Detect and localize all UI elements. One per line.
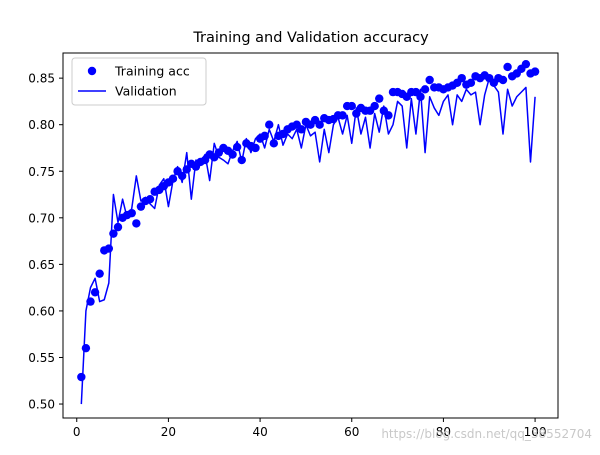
y-tick-label: 0.70	[28, 211, 55, 225]
training-acc-point	[200, 155, 210, 165]
training-acc-point	[182, 165, 191, 174]
training-acc-point	[90, 288, 100, 297]
training-acc-point	[425, 75, 434, 85]
training-acc-point	[77, 372, 86, 382]
y-tick-label: 0.80	[28, 118, 55, 132]
training-acc-point	[95, 269, 104, 278]
legend: Training acc Validation	[71, 57, 207, 106]
x-tick-label: 60	[344, 425, 359, 439]
training-acc-point	[136, 202, 146, 211]
training-acc-point	[420, 85, 430, 94]
y-tick-label: 0.50	[28, 398, 55, 412]
training-acc-point	[338, 111, 347, 120]
training-acc-point	[104, 244, 114, 253]
training-acc-point	[315, 120, 324, 129]
training-acc-point	[370, 101, 379, 111]
y-tick-label: 0.55	[28, 351, 55, 365]
training-acc-point	[251, 143, 260, 153]
training-acc-point	[347, 101, 356, 111]
training-acc-point	[109, 229, 118, 238]
training-acc-point	[265, 120, 274, 129]
chart-title: Training and Validation accuracy	[192, 30, 429, 46]
training-acc-point	[86, 297, 95, 306]
training-acc-point	[228, 150, 237, 159]
y-tick-label: 0.65	[28, 258, 55, 272]
x-tick-label: 20	[161, 425, 176, 439]
legend-label-training: Training acc	[114, 64, 190, 79]
training-acc-point	[168, 174, 178, 183]
training-acc-point	[113, 222, 123, 232]
training-acc-point	[232, 142, 242, 152]
training-acc-point	[260, 131, 269, 141]
training-acc-point	[237, 155, 246, 165]
training-acc-point	[127, 208, 136, 218]
training-acc-point	[530, 67, 540, 76]
training-acc-point	[177, 171, 187, 181]
watermark-text: https://blog.csdn.net/qq_38552704	[381, 427, 592, 441]
x-tick-label: 100	[524, 425, 547, 439]
axes-layer: 0 20 40 60 80 100 0.50 0.55 0.60 0.65 0.70 0.75 0.80…	[28, 52, 559, 439]
training-acc-point	[145, 194, 155, 204]
x-tick-label: 0	[73, 425, 81, 439]
training-acc-point	[498, 75, 508, 85]
legend-box	[71, 57, 207, 106]
y-tick-label: 0.85	[28, 72, 55, 86]
validation-line	[80, 77, 536, 405]
training-acc-point	[384, 111, 393, 120]
training-acc-point	[352, 109, 361, 118]
training-acc-point	[297, 125, 306, 134]
series-layer	[77, 59, 540, 405]
plot-background	[63, 53, 558, 418]
legend-label-validation: Validation	[115, 84, 177, 99]
training-acc-point	[416, 92, 425, 101]
training-acc-point	[503, 62, 512, 72]
training-acc-point	[457, 73, 466, 83]
training-acc-point	[132, 219, 141, 228]
plot-area	[63, 53, 558, 418]
axes-frame	[62, 52, 559, 419]
y-tick-label: 0.60	[28, 304, 55, 318]
y-tick-label: 0.75	[28, 165, 55, 179]
training-acc-point	[466, 78, 476, 87]
x-tick-label: 40	[252, 425, 267, 439]
training-acc-point	[521, 59, 531, 69]
training-acc-point	[269, 139, 279, 148]
training-acc-point	[81, 343, 91, 353]
training-acc-point	[375, 94, 384, 103]
x-tick-label: 80	[436, 425, 451, 439]
legend-marker-training	[87, 66, 97, 76]
